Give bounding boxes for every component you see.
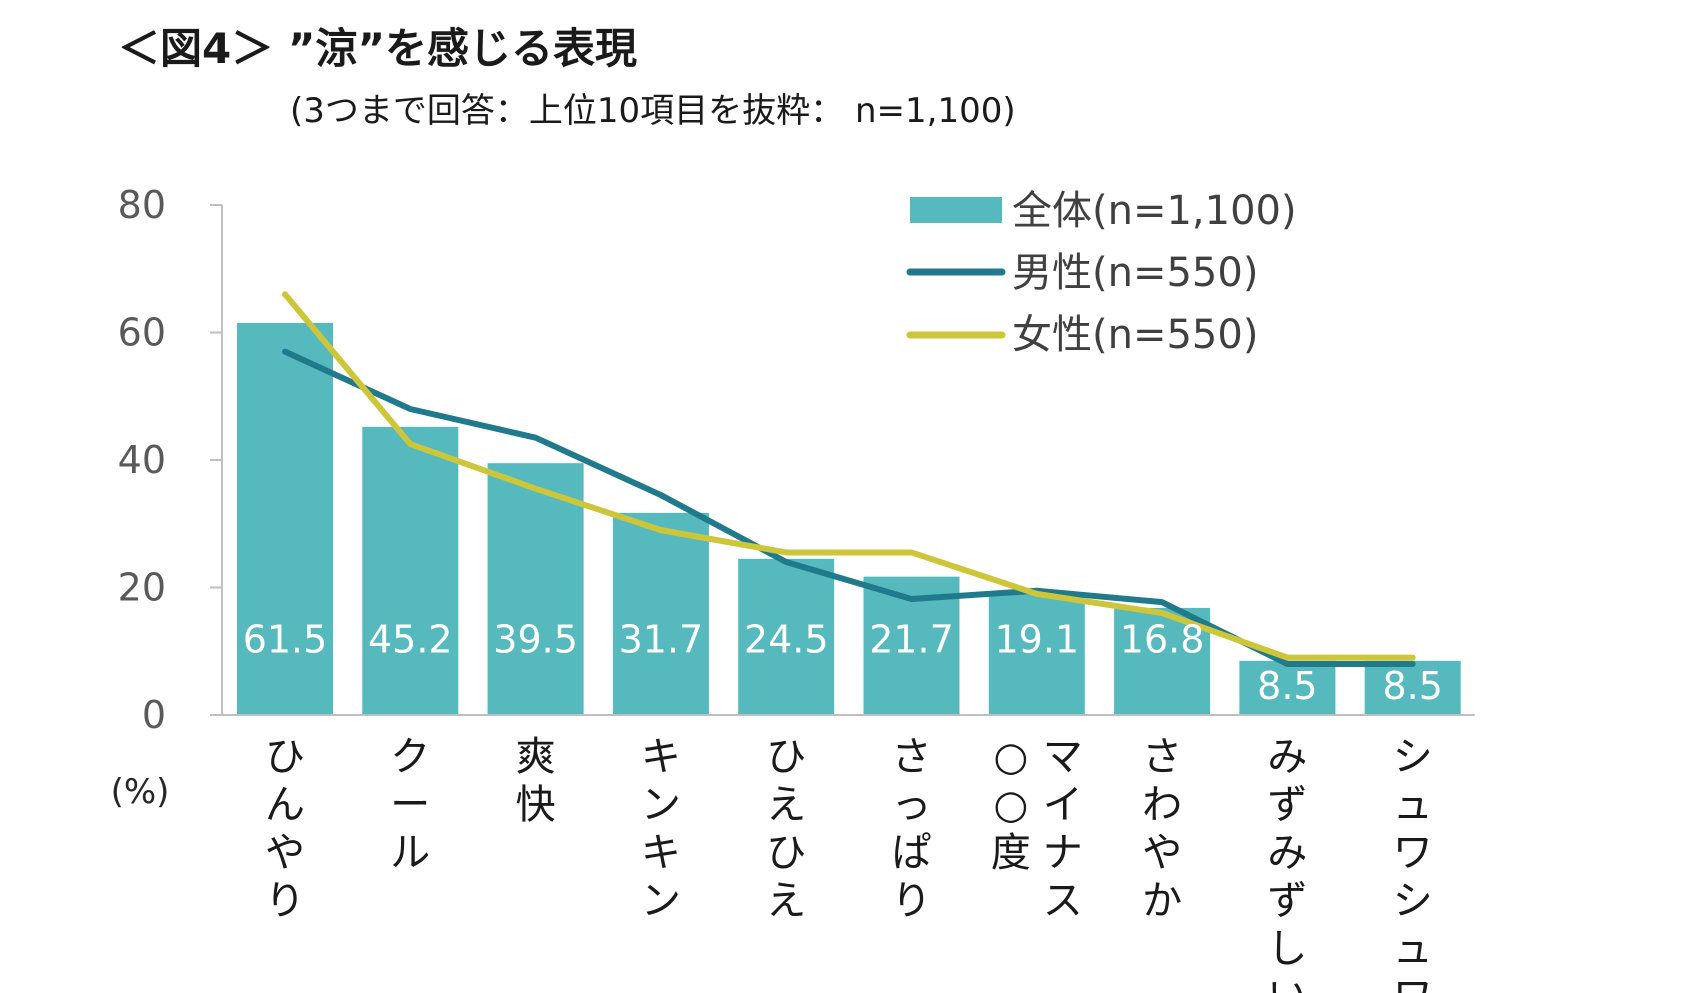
data-label: 31.7	[619, 618, 704, 662]
y-tick-label: 0	[142, 693, 166, 737]
data-label: 61.5	[243, 618, 328, 662]
legend-swatch-total	[910, 197, 1002, 223]
data-label: 16.8	[1120, 618, 1205, 662]
x-category-label: マイナス	[1043, 734, 1083, 924]
x-category-label: キンキン	[641, 734, 681, 924]
bar	[237, 322, 333, 715]
legend-label-male: 男性(n=550)	[1012, 250, 1258, 296]
y-axis-ticks: 0 20 40 60 80	[118, 183, 166, 737]
x-category-label: 爽快	[516, 734, 556, 828]
x-category-label: ひんやり	[265, 734, 305, 924]
x-category-label: さわやか	[1142, 734, 1182, 924]
x-category-label: みずみずしい	[1267, 734, 1307, 993]
data-label: 39.5	[493, 618, 578, 662]
bar	[487, 463, 584, 715]
x-category-label: さっぱり	[892, 734, 932, 924]
female-line	[282, 291, 1416, 661]
legend-label-female: 女性(n=550)	[1012, 312, 1258, 358]
x-category-label: ○ ○度	[991, 734, 1031, 876]
y-tick-label: 60	[118, 311, 166, 355]
y-tick-label: 80	[118, 183, 166, 227]
y-tick-label: 20	[118, 566, 166, 610]
x-category-label: ひえひえ	[766, 734, 806, 924]
bar	[1364, 660, 1461, 715]
bar	[612, 512, 709, 715]
data-label: 19.1	[994, 618, 1079, 662]
x-axis-categories: ひんやり クール 爽快 キンキン ひえひえ さっぱり マイナス ○○度 さわやか みずみずしい シュ…	[265, 734, 1433, 993]
axes	[210, 204, 1475, 716]
bar	[988, 593, 1085, 715]
y-tick-label: 40	[118, 438, 166, 482]
data-label: 45.2	[368, 618, 453, 662]
x-category-label: クール	[390, 734, 430, 876]
data-label: 24.5	[744, 618, 829, 662]
data-label: 8.5	[1257, 664, 1317, 708]
bar-series	[237, 322, 1461, 715]
data-label: 21.7	[869, 618, 954, 662]
bar	[362, 426, 459, 715]
bar	[738, 558, 835, 715]
chart-subtitle: (3つまで回答：上位10項目を抜粋： n=1,100)	[290, 91, 1016, 131]
legend: 全体(n=1,100) 男性(n=550) 女性(n=550)	[906, 188, 1297, 358]
data-label: 8.5	[1382, 664, 1442, 708]
y-unit-label: (%)	[111, 772, 170, 812]
chart-title: ＜図4＞ ”涼”を感じる表現	[118, 24, 637, 73]
legend-label-total: 全体(n=1,100)	[1012, 188, 1297, 234]
x-category-label: シュワシュワ	[1393, 734, 1433, 993]
data-labels: 61.5 45.2 39.5 31.7 24.5 21.7 19.1 16.8 8.5 8.5	[243, 618, 1443, 708]
bar	[1239, 660, 1336, 715]
line-series	[282, 291, 1416, 667]
